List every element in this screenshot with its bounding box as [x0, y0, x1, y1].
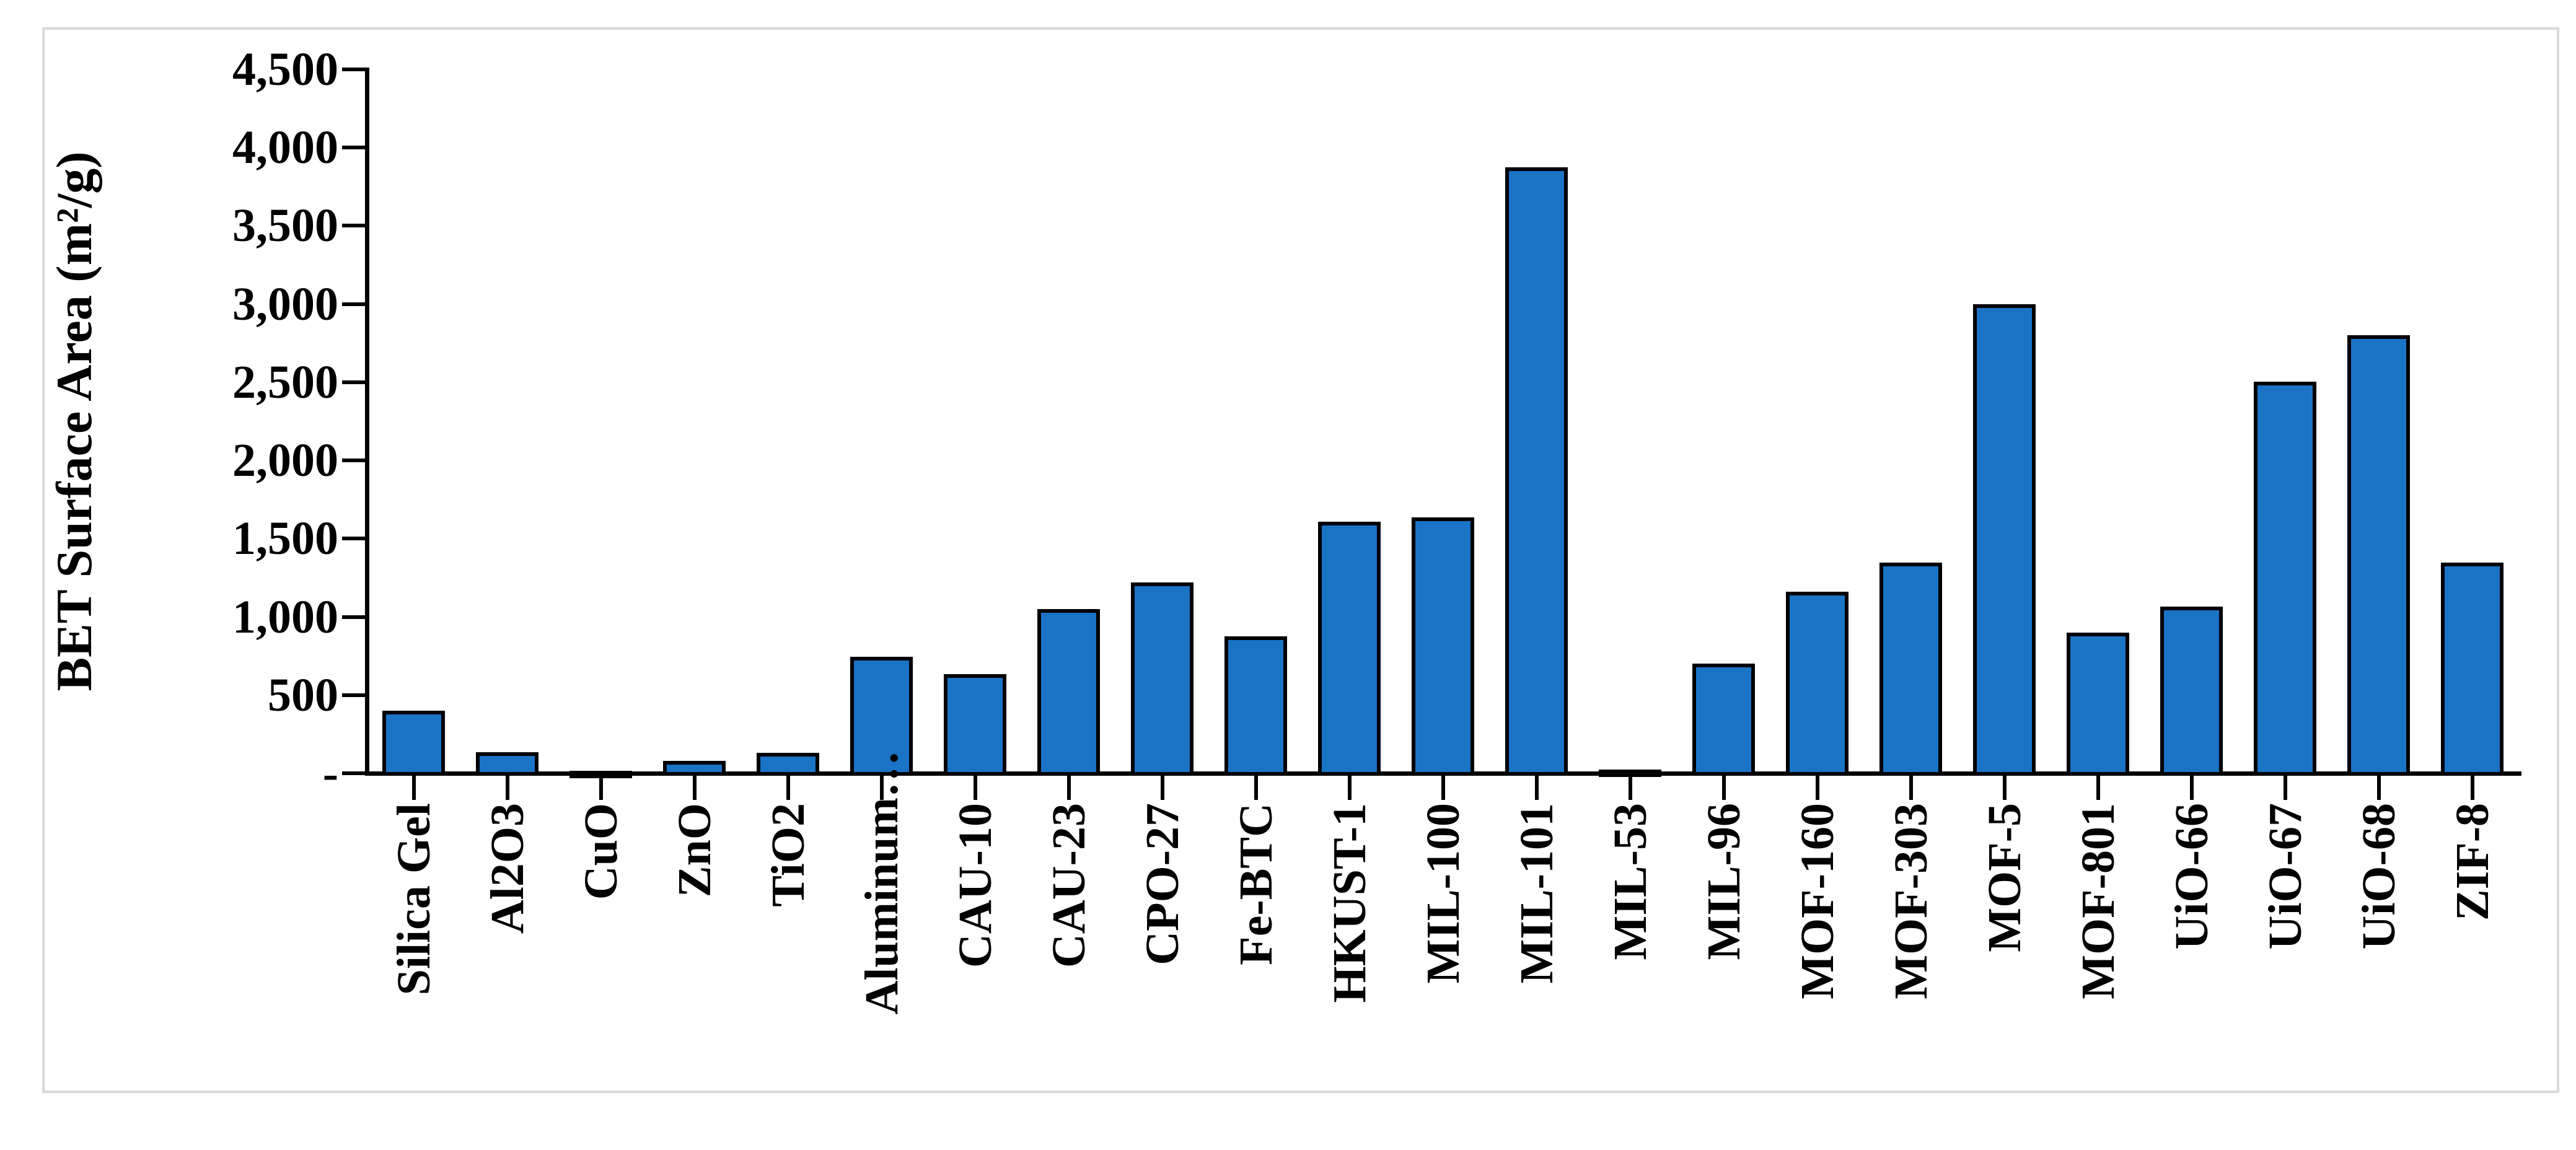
- x-category-label: MIL-100: [1417, 803, 1469, 984]
- bar: [1037, 609, 1100, 776]
- x-category-label: HKUST-1: [1323, 803, 1376, 1003]
- x-axis-tick: [411, 773, 416, 800]
- bar: [2160, 607, 2223, 776]
- bar: [1131, 582, 1193, 776]
- x-axis-tick: [1628, 773, 1632, 800]
- y-axis-tick: [342, 459, 367, 463]
- x-category-label: CPO-27: [1136, 803, 1189, 965]
- chart-figure: BET Surface Area (m²/g) 4,500 4,000 3,500 3…: [42, 27, 2559, 1093]
- x-axis-tick: [2096, 773, 2100, 800]
- y-axis-tick: [342, 693, 367, 697]
- x-axis-tick: [2376, 773, 2381, 800]
- x-category-label: UiO-66: [2165, 803, 2218, 950]
- x-axis-tick: [1160, 773, 1164, 800]
- bar: [1224, 636, 1287, 776]
- x-category-label: Fe-BTC: [1229, 803, 1282, 965]
- bar: [757, 753, 819, 776]
- x-axis-tick: [2002, 773, 2007, 800]
- bar: [1786, 592, 1848, 776]
- x-axis-tick: [1254, 773, 1258, 800]
- x-axis-tick: [2189, 773, 2194, 800]
- x-axis-tick: [2470, 773, 2474, 800]
- figure-border: [42, 27, 2559, 1093]
- x-category-label: Aluminum…: [855, 750, 908, 1015]
- bar: [382, 711, 445, 776]
- bar: [1879, 563, 1942, 776]
- x-axis-tick: [599, 773, 603, 800]
- bar: [1318, 522, 1381, 776]
- y-tick-label: 4,000: [232, 121, 338, 174]
- x-category-label: MIL-101: [1510, 803, 1563, 984]
- x-category-label: ZIF-8: [2446, 803, 2499, 921]
- x-axis-tick: [879, 773, 884, 800]
- x-axis-tick: [786, 773, 790, 800]
- x-category-label: CAU-10: [949, 803, 1001, 968]
- x-category-label: MOF-303: [1884, 803, 1937, 999]
- y-axis-tick: [342, 224, 367, 228]
- bar: [2254, 382, 2316, 776]
- bar: [476, 752, 538, 776]
- x-axis-tick: [1066, 773, 1071, 800]
- x-category-label: CAU-23: [1042, 803, 1095, 968]
- y-tick-label: 1,000: [232, 590, 338, 643]
- bar: [1692, 664, 1755, 776]
- y-axis-tick: [342, 68, 367, 71]
- y-tick-label: 4,500: [232, 43, 338, 95]
- plot-area: BET Surface Area (m²/g) 4,500 4,000 3,500 3…: [46, 43, 2521, 1015]
- x-category-label: MOF-801: [2072, 803, 2124, 999]
- x-axis-tick: [1534, 773, 1539, 800]
- x-category-label: MOF-160: [1791, 803, 1844, 999]
- y-tick-label: 2,000: [232, 434, 338, 487]
- y-axis-tick: [342, 380, 367, 384]
- y-axis-title: BET Surface Area (m²/g): [46, 151, 102, 691]
- y-tick-label: 3,000: [232, 278, 338, 330]
- x-axis-tick: [2283, 773, 2287, 800]
- x-category-label: MOF-5: [1978, 803, 2031, 952]
- x-category-label: MIL-53: [1604, 803, 1656, 960]
- x-axis-tick: [692, 773, 697, 800]
- bar: [1412, 517, 1474, 776]
- x-category-label: Al2O3: [481, 803, 534, 934]
- x-axis-tick: [505, 773, 509, 800]
- x-axis-tick: [1815, 773, 1819, 800]
- x-category-label: ZnO: [668, 803, 721, 898]
- y-axis-tick: [342, 302, 367, 306]
- y-tick-label: 2,500: [232, 356, 338, 408]
- x-category-label: TiO2: [762, 803, 814, 907]
- y-tick-label: -: [322, 747, 338, 799]
- bar: [1973, 304, 2036, 776]
- x-category-label: Silica Gel: [387, 803, 440, 996]
- x-category-label: UiO-68: [2352, 803, 2405, 950]
- y-axis-tick: [342, 146, 367, 150]
- x-category-label: MIL-96: [1697, 803, 1750, 960]
- y-tick-label: 1,500: [232, 512, 338, 565]
- y-axis-tick: [342, 615, 367, 619]
- y-axis-tick: [342, 537, 367, 541]
- y-axis-tick: [342, 771, 367, 775]
- y-tick-label: 500: [268, 669, 338, 721]
- x-axis-tick: [1909, 773, 1913, 800]
- bar: [2347, 335, 2410, 776]
- x-axis-tick: [1441, 773, 1445, 800]
- bar: [1505, 167, 1568, 776]
- bar: [2441, 563, 2503, 776]
- x-axis-tick: [1347, 773, 1352, 800]
- bar: [944, 674, 1006, 776]
- x-axis-tick: [1721, 773, 1726, 800]
- y-tick-label: 3,500: [232, 200, 338, 252]
- x-axis-tick: [973, 773, 977, 800]
- bar: [2067, 633, 2129, 776]
- x-category-label: UiO-67: [2259, 803, 2311, 950]
- y-axis-line: [364, 68, 369, 776]
- x-category-label: CuO: [574, 803, 627, 900]
